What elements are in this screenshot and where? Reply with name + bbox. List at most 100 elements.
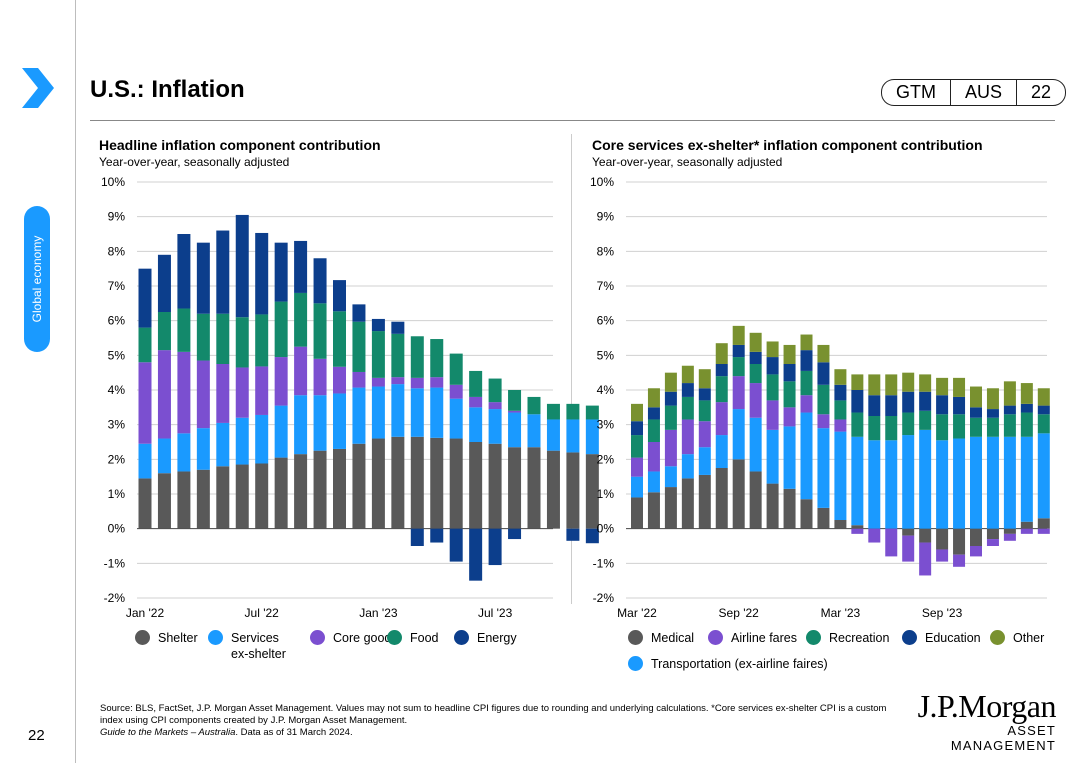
chart2-bar (953, 396, 966, 415)
chart1-ytick-label: 3% (108, 418, 126, 432)
chart1-bar (566, 403, 580, 420)
chart1-bar (469, 407, 483, 442)
chart2-bar (986, 417, 999, 437)
chart2-bar (681, 478, 694, 529)
chart2-bar (1003, 414, 1016, 437)
chart1-bar (177, 471, 191, 529)
chart2-bar (800, 334, 813, 351)
chart1-bar (235, 214, 249, 318)
chart1-bar (410, 528, 424, 546)
chart2-bar (732, 344, 745, 358)
chart1-bar (235, 367, 249, 418)
chart2-bar (970, 386, 982, 408)
chart2-bar (783, 364, 796, 382)
chart1-bar (352, 371, 366, 388)
chart1-xtick-label: Jan '22 (126, 606, 165, 620)
chart1-bar (138, 443, 152, 479)
section-tab[interactable] (24, 206, 50, 352)
chart1-xtick-label: Jan '23 (359, 606, 398, 620)
chart1-bar (508, 447, 522, 529)
chart1-bar (255, 463, 269, 529)
chart2-bar (851, 374, 864, 390)
chart2-ytick-label: 10% (590, 175, 614, 189)
chart2-bar (970, 436, 982, 529)
chart2-bar (749, 351, 762, 364)
data-date: . Data as of 31 March 2024. (235, 727, 353, 738)
chart1-bar (157, 473, 171, 529)
chart2-bar (698, 400, 711, 422)
chart1-bar (177, 234, 191, 309)
chart2-bar (1003, 381, 1016, 406)
legend-swatch (990, 630, 1005, 645)
chart2-bar (851, 412, 864, 437)
chart2-bar (1037, 528, 1050, 534)
chart2-bar (698, 369, 711, 389)
chart2-bar (936, 528, 949, 550)
chart1-bar (449, 528, 463, 562)
chart2-bar (834, 384, 847, 401)
legend-swatch (708, 630, 723, 645)
chart2-bar (783, 426, 796, 489)
chart1-title: Headline inflation component contributio… (99, 137, 381, 153)
chart2-bar (919, 410, 932, 430)
chart2-bar (631, 421, 643, 436)
badge-page: 22 (1016, 80, 1065, 105)
chart1-ytick-label: 4% (108, 383, 126, 397)
chart2-ytick-label: 6% (597, 314, 615, 328)
chart1-bar (274, 301, 288, 358)
chart2-ytick-label: 1% (597, 487, 615, 501)
chart2-bar (631, 457, 643, 477)
chart1-bar (469, 396, 483, 408)
chart2-bar (817, 414, 830, 429)
chart1-bar (527, 396, 541, 415)
page-title: U.S.: Inflation (90, 76, 245, 103)
chart2-bar (936, 395, 949, 415)
chart2-bar (631, 403, 643, 422)
chart1-bar (488, 402, 502, 410)
legend-swatch (387, 630, 402, 645)
chart1-bar (391, 377, 405, 385)
legend-label: Core goods (333, 631, 398, 645)
chart2-bar (783, 488, 796, 529)
chart1-bar (469, 528, 483, 581)
chart1-bar (216, 466, 230, 529)
chart2-bar (986, 528, 999, 540)
chart2-bar (1037, 388, 1050, 406)
chart2-bar (936, 440, 949, 529)
chart2-bar (970, 528, 982, 546)
chart2-bar (885, 416, 898, 441)
chart2-title: Core services ex-shelter* inflation comp… (592, 137, 983, 153)
chart1-ytick-label: -2% (104, 591, 126, 605)
chart1-bar (566, 528, 580, 541)
chart2-bar (1020, 412, 1033, 437)
chart1-bar (333, 311, 346, 367)
chart1-bar (508, 390, 522, 411)
chart1-xtick-label: Jul '22 (245, 606, 280, 620)
header-rule (90, 120, 1055, 121)
chart1-bar (430, 437, 444, 529)
chart-divider (571, 134, 572, 604)
chart2-bar (834, 400, 847, 420)
chart2-bar (715, 435, 728, 468)
chart2-bar (851, 436, 864, 526)
chart2-bar (868, 440, 881, 529)
chart1-bar (177, 351, 191, 434)
chart2-bar (749, 332, 762, 352)
chart2-bar (1003, 533, 1016, 541)
chart2-bar (885, 528, 898, 557)
chart1-bar (566, 452, 580, 529)
chart2-bar (970, 546, 982, 557)
chart2-bar (919, 429, 932, 529)
chart1-bar (352, 387, 366, 444)
chart1-bar (371, 318, 385, 332)
chart1-bar (410, 377, 424, 389)
chart2-bar (800, 370, 813, 396)
legend-swatch (806, 630, 821, 645)
chart1-bar (430, 528, 444, 543)
chart1-ytick-label: 10% (101, 175, 125, 189)
chart1-bar (391, 384, 405, 437)
chart1-bar (508, 528, 522, 540)
chart2-bar (766, 357, 779, 375)
chart2-bar (631, 476, 643, 498)
chart1-bar (546, 450, 560, 529)
